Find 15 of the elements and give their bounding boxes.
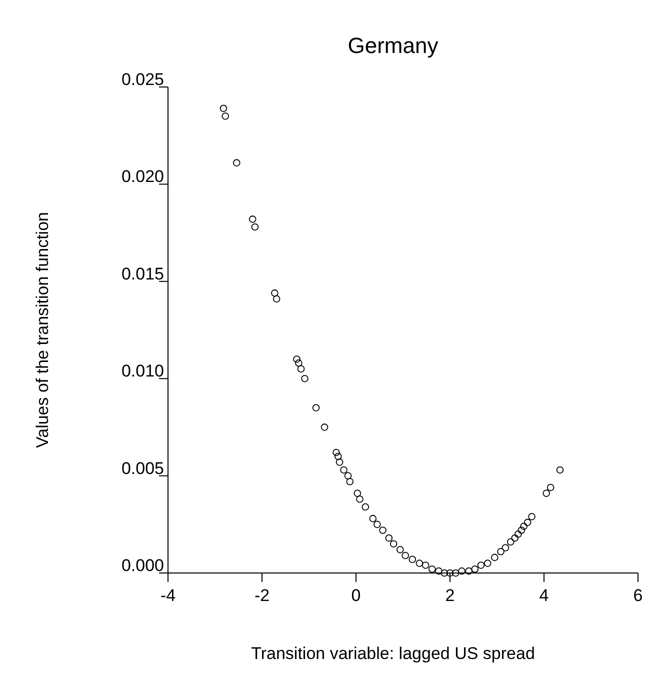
y-tick-label: 0.025 bbox=[121, 70, 164, 89]
x-tick-label: 4 bbox=[539, 586, 549, 605]
x-tick-label: 0 bbox=[351, 586, 361, 605]
y-tick-label: 0.020 bbox=[121, 167, 164, 186]
x-axis-title: Transition variable: lagged US spread bbox=[251, 644, 535, 663]
x-tick-label: -2 bbox=[254, 586, 270, 605]
y-tick-label: 0.010 bbox=[121, 362, 164, 381]
x-tick-label: 2 bbox=[445, 586, 455, 605]
x-tick-label: -4 bbox=[160, 586, 176, 605]
x-tick-label: 6 bbox=[633, 586, 643, 605]
y-axis-title: Values of the transition function bbox=[33, 212, 52, 448]
y-tick-label: 0.015 bbox=[121, 264, 164, 284]
chart-title: Germany bbox=[348, 33, 438, 58]
y-tick-label: 0.000 bbox=[121, 556, 164, 575]
y-tick-label: 0.005 bbox=[121, 458, 164, 478]
